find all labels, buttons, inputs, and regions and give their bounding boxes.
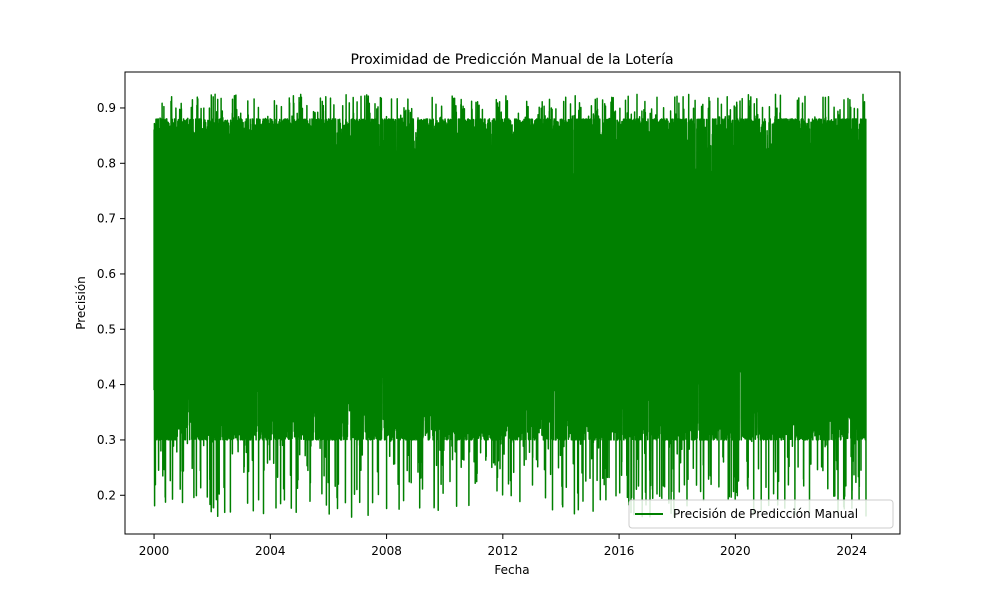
y-tick-label: 0.3 <box>97 433 116 447</box>
y-tick-label: 0.6 <box>97 267 116 281</box>
y-tick-label: 0.4 <box>97 378 116 392</box>
legend[interactable]: Precisión de Predicción Manual <box>628 499 894 529</box>
x-tick-label: 2012 <box>488 544 519 558</box>
series-line-precision <box>153 93 867 518</box>
y-tick-label: 0.9 <box>97 101 116 115</box>
x-tick-label: 2020 <box>720 544 751 558</box>
x-axis-label: Fecha <box>494 563 529 577</box>
x-tick-label: 2004 <box>255 544 286 558</box>
legend-frame <box>628 499 894 529</box>
plot-area <box>124 71 901 535</box>
x-tick-label: 2024 <box>836 544 867 558</box>
y-tick-label: 0.8 <box>97 156 116 170</box>
plot-frame <box>124 71 901 535</box>
x-tick-label: 2000 <box>139 544 170 558</box>
y-tick-label: 0.7 <box>97 212 116 226</box>
x-tick-label: 2016 <box>604 544 635 558</box>
x-tick-label: 2008 <box>371 544 402 558</box>
y-tick-label: 0.5 <box>97 322 116 336</box>
y-axis: 0.2 0.3 0.4 0.5 0.6 0.7 0.8 0.9 <box>97 101 125 502</box>
x-axis: 2000 2004 2008 2012 2016 2020 2024 <box>139 534 867 558</box>
series-layer <box>153 93 867 518</box>
y-tick-label: 0.2 <box>97 488 116 502</box>
chart-title: Proximidad de Predicción Manual de la Lo… <box>350 52 673 68</box>
legend-label: Precisión de Predicción Manual <box>673 507 858 521</box>
y-axis-label: Precisión <box>74 276 88 330</box>
